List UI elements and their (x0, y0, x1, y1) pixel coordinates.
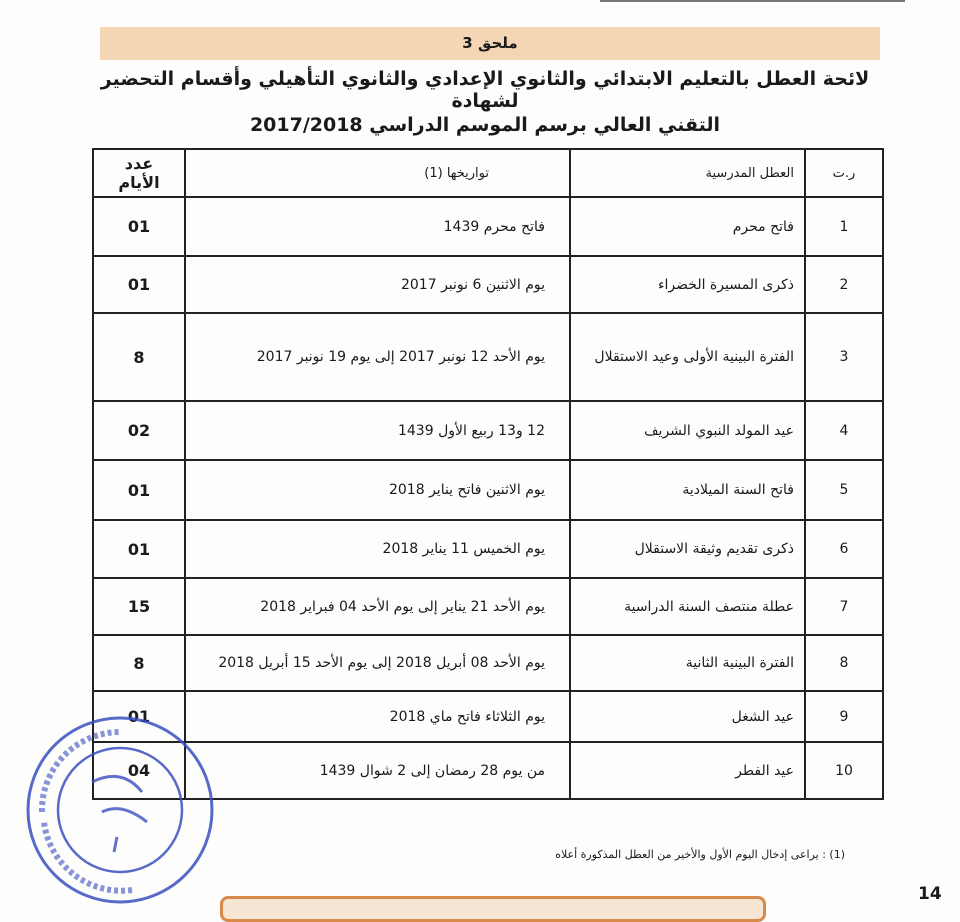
table-header-row: ر.ت العطل المدرسية تواريخها (1) عدد الأي… (92, 148, 884, 198)
table-row: 10 عيد الفطر من يوم 28 رمضان إلى 2 شوال 14… (92, 741, 884, 800)
holiday-dates: يوم الأحد 12 نونبر 2017 إلى يوم 19 نونبر… (184, 312, 571, 402)
header-days: عدد الأيام (92, 148, 186, 198)
table-row: 3 الفترة البينية الأولى وعيد الاستقلال يوم… (92, 312, 884, 402)
annex-banner: ملحق 3 (100, 27, 880, 60)
holiday-name: فاتح محرم (569, 196, 806, 257)
table-row: 5 فاتح السنة الميلادية يوم الاثنين فاتح ين… (92, 459, 884, 521)
holiday-name: عطلة منتصف السنة الدراسية (569, 577, 806, 636)
table-row: 4 عيد المولد النبوي الشريف 12 و13 ربيع الأ… (92, 400, 884, 461)
holiday-days: 01 (92, 519, 186, 579)
page-title-line-1: لائحة العطل بالتعليم الابتدائي والثانوي … (100, 68, 870, 112)
table-row: 8 الفترة البينية الثانية يوم الأحد 08 أبري… (92, 634, 884, 692)
row-num: 5 (804, 459, 884, 521)
holiday-days: 15 (92, 577, 186, 636)
table-row: 6 ذكرى تقديم وثيقة الاستقلال يوم الخميس 11… (92, 519, 884, 579)
holiday-dates: 12 و13 ربيع الأول 1439 (184, 400, 571, 461)
holiday-name: ذكرى المسيرة الخضراء (569, 255, 806, 314)
top-edge-line (600, 0, 905, 2)
holiday-name: الفترة البينية الأولى وعيد الاستقلال (569, 312, 806, 402)
holiday-days: 02 (92, 400, 186, 461)
holiday-name: عيد المولد النبوي الشريف (569, 400, 806, 461)
holiday-days: 01 (92, 459, 186, 521)
holiday-days: 8 (92, 312, 186, 402)
holiday-dates: يوم الأحد 08 أبريل 2018 إلى يوم الأحد 15… (184, 634, 571, 692)
holiday-dates: يوم الأحد 21 يناير إلى يوم الأحد 04 فبرا… (184, 577, 571, 636)
holiday-days: 01 (92, 690, 186, 743)
holiday-name: عيد الفطر (569, 741, 806, 800)
holiday-dates: يوم الثلاثاء فاتح ماي 2018 (184, 690, 571, 743)
holiday-name: الفترة البينية الثانية (569, 634, 806, 692)
row-num: 10 (804, 741, 884, 800)
row-num: 1 (804, 196, 884, 257)
row-num: 7 (804, 577, 884, 636)
table-row: 2 ذكرى المسيرة الخضراء يوم الاثنين 6 نونبر… (92, 255, 884, 314)
holidays-table: ر.ت العطل المدرسية تواريخها (1) عدد الأي… (92, 148, 884, 800)
page-number: 14 (918, 884, 942, 904)
holiday-name: فاتح السنة الميلادية (569, 459, 806, 521)
table-row: 7 عطلة منتصف السنة الدراسية يوم الأحد 21 ي… (92, 577, 884, 636)
header-dates: تواريخها (1) (184, 148, 571, 198)
holiday-days: 01 (92, 196, 186, 257)
bottom-decorative-box (220, 896, 766, 922)
row-num: 8 (804, 634, 884, 692)
holiday-days: 01 (92, 255, 186, 314)
holiday-dates: يوم الاثنين فاتح يناير 2018 (184, 459, 571, 521)
row-num: 2 (804, 255, 884, 314)
row-num: 3 (804, 312, 884, 402)
holiday-days: 04 (92, 741, 186, 800)
header-num: ر.ت (804, 148, 884, 198)
holiday-days: 8 (92, 634, 186, 692)
holiday-dates: من يوم 28 رمضان إلى 2 شوال 1439 (184, 741, 571, 800)
page-title-line-2: التقني العالي برسم الموسم الدراسي 2017/2… (249, 114, 721, 136)
holiday-dates: يوم الخميس 11 يناير 2018 (184, 519, 571, 579)
table-row: 9 عيد الشغل يوم الثلاثاء فاتح ماي 2018 01 (92, 690, 884, 743)
holiday-dates: فاتح محرم 1439 (184, 196, 571, 257)
holiday-dates: يوم الاثنين 6 نونبر 2017 (184, 255, 571, 314)
holiday-name: عيد الشغل (569, 690, 806, 743)
table-row: 1 فاتح محرم فاتح محرم 1439 01 (92, 196, 884, 257)
row-num: 9 (804, 690, 884, 743)
row-num: 4 (804, 400, 884, 461)
holiday-name: ذكرى تقديم وثيقة الاستقلال (569, 519, 806, 579)
header-name: العطل المدرسية (569, 148, 806, 198)
footnote: (1) : يراعى إدخال اليوم الأول والأخير من… (555, 848, 845, 861)
row-num: 6 (804, 519, 884, 579)
